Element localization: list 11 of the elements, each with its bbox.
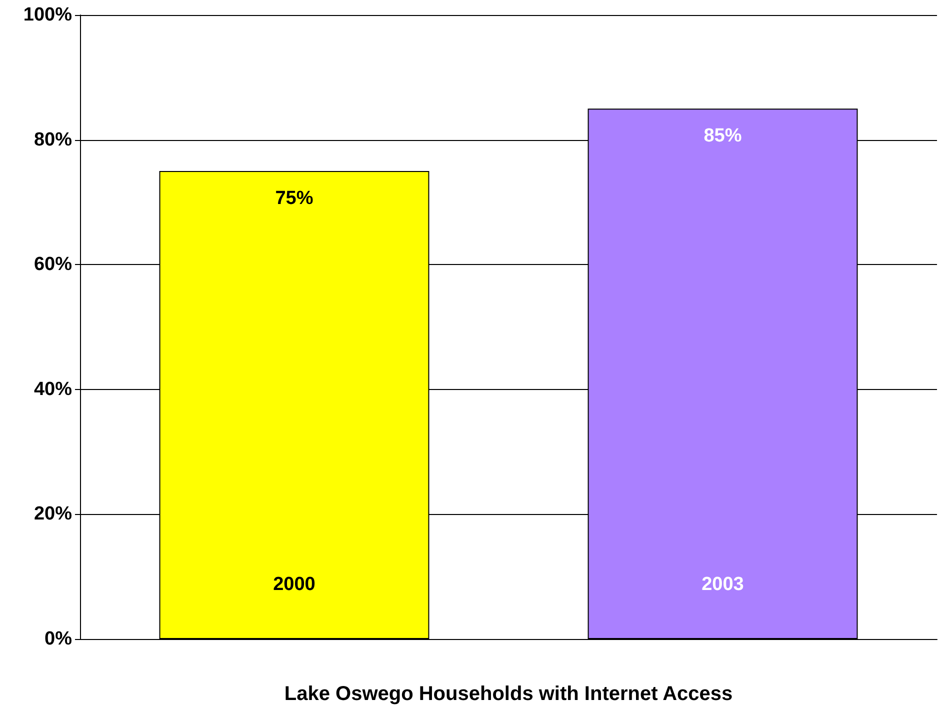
y-tick-label: 100% bbox=[23, 4, 72, 26]
data-label: 75% bbox=[275, 188, 314, 209]
y-tick-label: 20% bbox=[34, 504, 72, 525]
x-tick-label: 2000 bbox=[273, 574, 316, 595]
x-axis-title: Lake Oswego Households with Internet Access bbox=[284, 683, 733, 705]
y-tick-label: 0% bbox=[44, 628, 72, 650]
data-label: 85% bbox=[704, 126, 742, 147]
y-tick-label: 40% bbox=[34, 378, 72, 400]
y-tick-label: 80% bbox=[34, 129, 72, 150]
y-tick-label: 60% bbox=[34, 254, 72, 276]
x-tick-label: 2003 bbox=[702, 574, 744, 595]
